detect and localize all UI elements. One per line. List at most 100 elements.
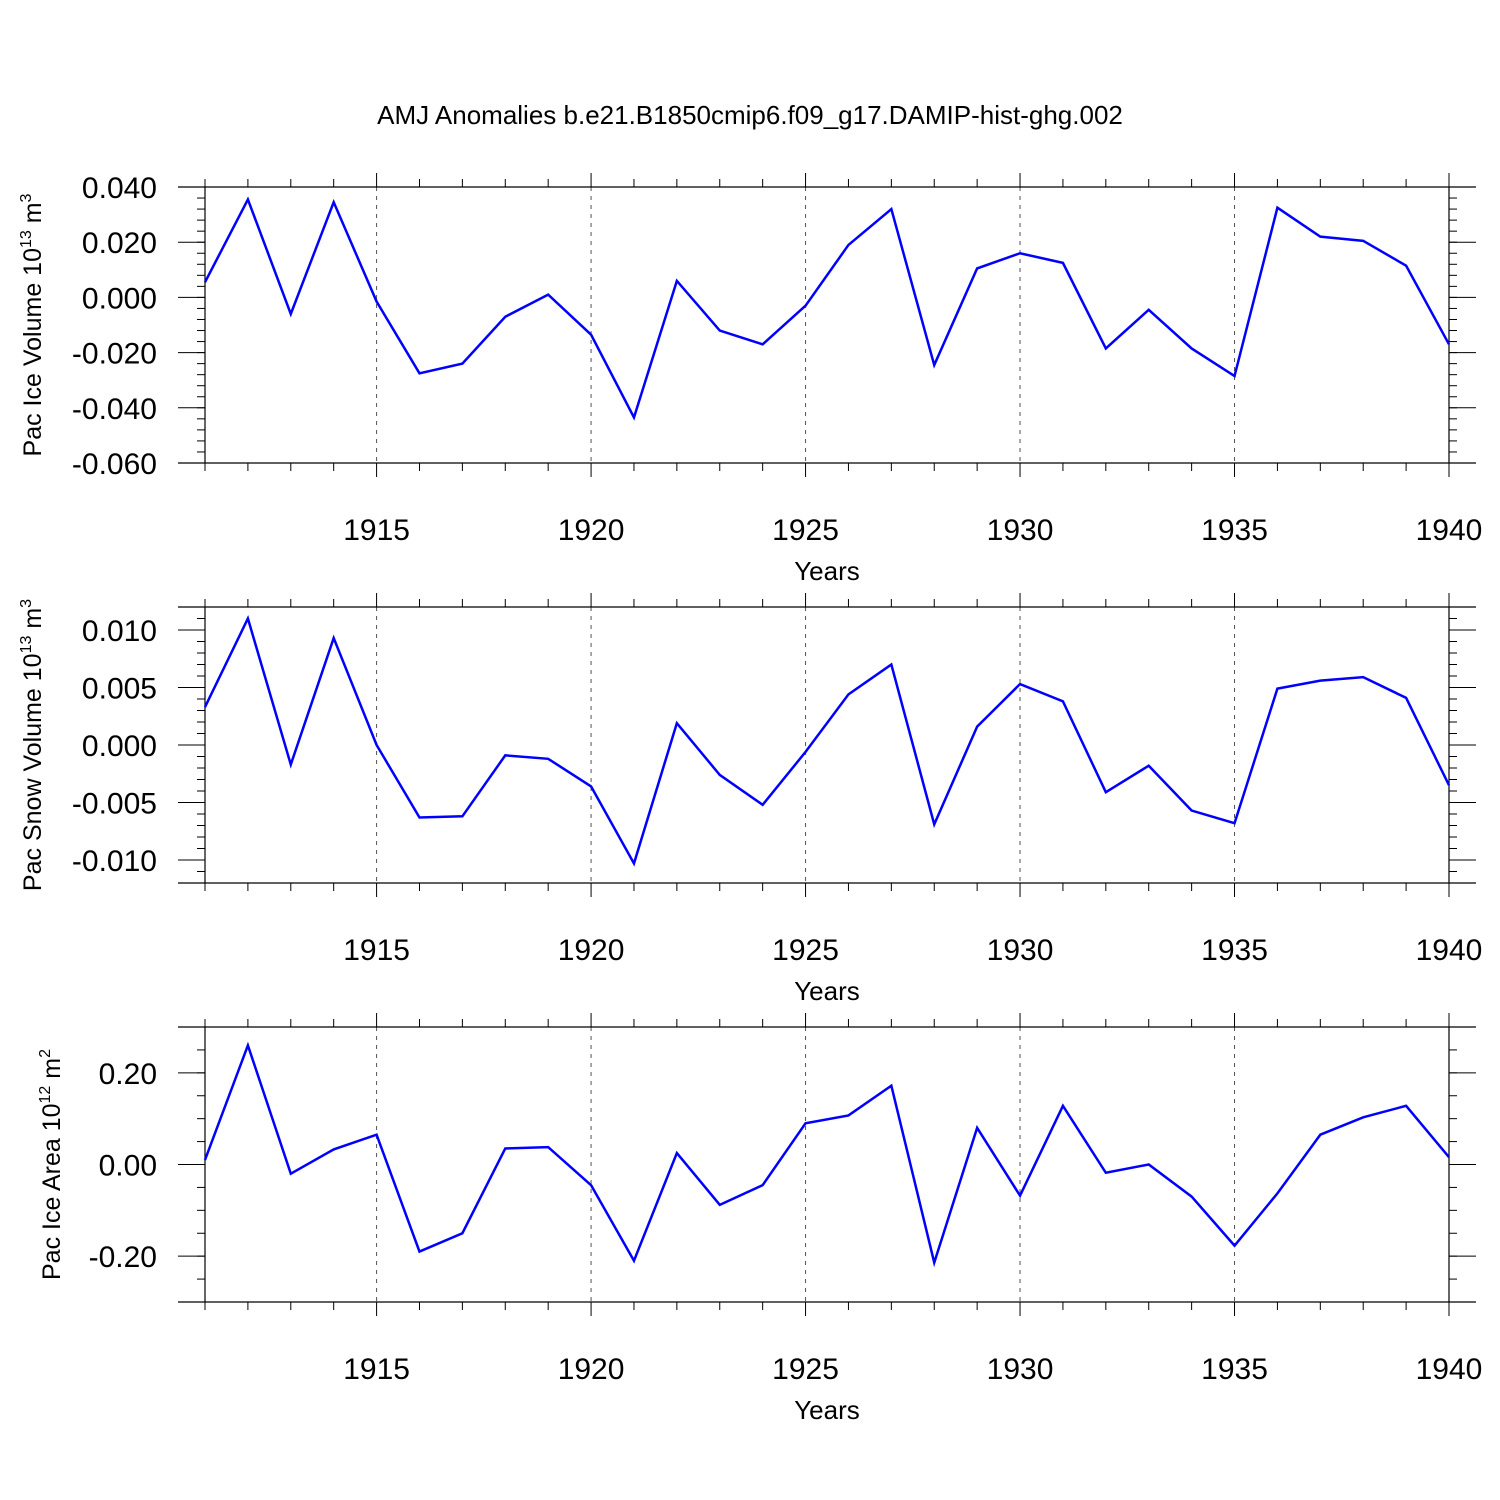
x-tick-label: 1930 xyxy=(987,934,1054,967)
x-tick-label: 1920 xyxy=(558,514,625,547)
data-point xyxy=(289,1172,293,1176)
data-point xyxy=(718,1203,722,1207)
data-point xyxy=(889,663,893,667)
data-point xyxy=(289,312,293,316)
data-point xyxy=(1233,1244,1237,1248)
data-point xyxy=(417,371,421,375)
x-tick-label: 1915 xyxy=(343,934,410,967)
data-point xyxy=(632,1259,636,1263)
data-point xyxy=(846,692,850,696)
y-tick-label: -0.005 xyxy=(72,788,157,821)
data-point xyxy=(375,1133,379,1137)
data-point xyxy=(417,1250,421,1254)
data-point xyxy=(975,725,979,729)
data-point xyxy=(1190,346,1194,350)
data-point xyxy=(1447,342,1451,346)
y-tick-label: 0.000 xyxy=(82,730,157,763)
x-axis-label: Years xyxy=(794,976,860,1006)
data-point xyxy=(1104,1171,1108,1175)
data-point xyxy=(718,329,722,333)
data-point xyxy=(1361,675,1365,679)
x-tick-label: 1925 xyxy=(772,514,839,547)
data-point xyxy=(1404,696,1408,700)
data-point xyxy=(589,784,593,788)
data-point xyxy=(804,304,808,308)
data-point xyxy=(761,1183,765,1187)
data-point xyxy=(1147,308,1151,312)
y-axis-label: Pac Snow Volume 1013 m3 xyxy=(18,599,47,891)
data-point xyxy=(1404,1104,1408,1108)
data-point xyxy=(503,1146,507,1150)
y-tick-label: 0.040 xyxy=(82,172,157,205)
y-axis-label: Pac Ice Volume 1013 m3 xyxy=(18,193,47,456)
chart-title: AMJ Anomalies b.e21.B1850cmip6.f09_g17.D… xyxy=(377,100,1123,130)
x-axis-label: Years xyxy=(794,556,860,586)
data-point xyxy=(804,750,808,754)
data-point xyxy=(1275,687,1279,691)
data-point xyxy=(1447,783,1451,787)
data-point xyxy=(1018,1194,1022,1198)
data-point xyxy=(632,861,636,865)
data-point xyxy=(1190,809,1194,813)
y-axis-label: Pac Ice Area 1012 m2 xyxy=(37,1049,66,1280)
data-point xyxy=(1104,790,1108,794)
x-tick-label: 1925 xyxy=(772,934,839,967)
data-point xyxy=(975,1126,979,1130)
y-tick-label: 0.000 xyxy=(82,282,157,315)
y-tick-label: 0.005 xyxy=(82,673,157,706)
y-tick-label: -0.20 xyxy=(89,1241,157,1274)
data-point xyxy=(289,763,293,767)
x-axis-label: Years xyxy=(794,1395,860,1425)
data-point xyxy=(589,333,593,337)
data-point xyxy=(675,1151,679,1155)
data-point xyxy=(246,1043,250,1047)
data-point xyxy=(1404,264,1408,268)
data-point xyxy=(460,1231,464,1235)
chart-panel-3: -0.20 0.00 0.20 1915 1920 1925 1930 1935 1940 Yea… xyxy=(37,1013,1482,1425)
data-point xyxy=(332,200,336,204)
data-point xyxy=(1190,1195,1194,1199)
data-point xyxy=(460,362,464,366)
data-point xyxy=(546,1145,550,1149)
y-tick-label: 0.020 xyxy=(82,227,157,260)
data-point xyxy=(1447,1155,1451,1159)
data-point xyxy=(1233,374,1237,378)
data-point xyxy=(589,1183,593,1187)
data-point xyxy=(332,1147,336,1151)
data-point xyxy=(846,1113,850,1117)
data-point xyxy=(1275,206,1279,210)
chart-panel-2: -0.010 -0.005 0.000 0.005 0.010 1915 1920 1925 1… xyxy=(18,593,1482,1006)
data-point xyxy=(1361,239,1365,243)
data-point xyxy=(1318,235,1322,239)
data-point xyxy=(375,743,379,747)
data-point xyxy=(1275,1191,1279,1195)
data-point xyxy=(1104,346,1108,350)
data-point xyxy=(675,721,679,725)
data-point xyxy=(1018,682,1022,686)
data-point xyxy=(1018,251,1022,255)
data-point xyxy=(632,415,636,419)
x-tick-label: 1930 xyxy=(987,514,1054,547)
y-tick-label: 0.20 xyxy=(99,1058,157,1091)
data-point xyxy=(761,342,765,346)
data-point xyxy=(718,773,722,777)
x-tick-label: 1935 xyxy=(1201,934,1268,967)
data-point xyxy=(1361,1115,1365,1119)
data-point xyxy=(675,279,679,283)
data-point xyxy=(246,617,250,621)
data-point xyxy=(1318,1133,1322,1137)
series-line xyxy=(203,196,1451,421)
x-tick-label: 1925 xyxy=(772,1353,839,1386)
data-point xyxy=(203,705,207,709)
y-tick-label: -0.060 xyxy=(72,448,157,481)
series-line xyxy=(203,615,1451,867)
data-point xyxy=(460,814,464,818)
data-point xyxy=(546,757,550,761)
x-tick-label: 1920 xyxy=(558,934,625,967)
data-point xyxy=(375,300,379,304)
data-point xyxy=(761,803,765,807)
x-tick-label: 1940 xyxy=(1416,934,1483,967)
data-point xyxy=(203,280,207,284)
x-tick-label: 1930 xyxy=(987,1353,1054,1386)
